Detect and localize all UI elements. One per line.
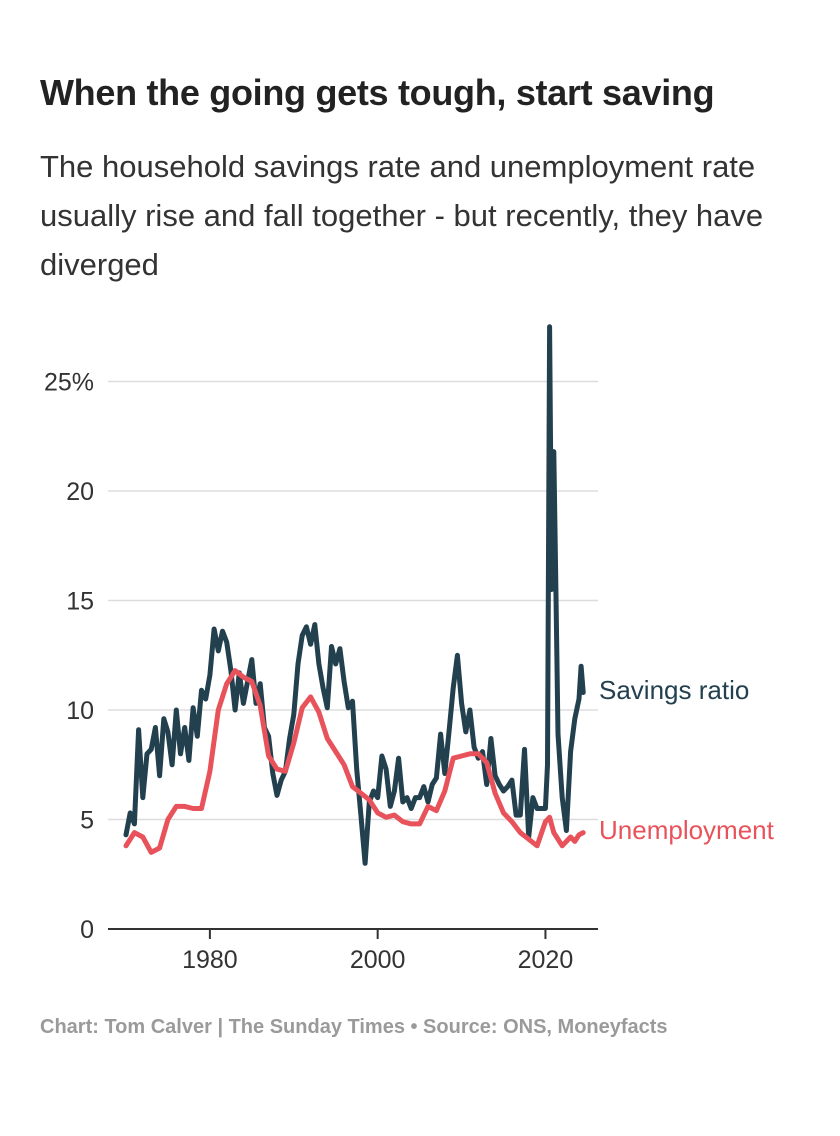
y-axis-ticks: 0 5 10 15 20 25% — [44, 369, 94, 945]
x-tick-label: 2000 — [350, 946, 406, 974]
chart-title: When the going gets tough, start saving — [40, 72, 715, 113]
series-line-unemployment — [123, 668, 586, 855]
series-labels: Savings ratio Unemployment — [599, 675, 775, 845]
chart-subtitle: The household savings rate and unemploym… — [40, 149, 764, 282]
series-lines — [123, 324, 586, 866]
series-line-savings-ratio — [123, 324, 586, 866]
chart-source-credit: Chart: Tom Calver | The Sunday Times • S… — [40, 1016, 668, 1038]
x-tick-label: 1980 — [182, 946, 238, 974]
y-tick-label: 15 — [66, 588, 94, 616]
x-tick-label: 2020 — [518, 946, 574, 974]
y-tick-label: 20 — [66, 478, 94, 506]
series-label-savings-ratio: Savings ratio — [599, 675, 749, 705]
y-tick-label: 10 — [66, 697, 94, 725]
x-axis-ticks: 1980 2000 2020 — [182, 929, 573, 974]
series-label-unemployment: Unemployment — [599, 815, 775, 845]
y-tick-label: 25% — [44, 369, 94, 397]
y-tick-label: 0 — [80, 916, 94, 944]
y-tick-label: 5 — [80, 807, 94, 835]
line-chart: 0 5 10 15 20 25% 1980 2000 2020 Savings ratio Un… — [44, 324, 775, 974]
